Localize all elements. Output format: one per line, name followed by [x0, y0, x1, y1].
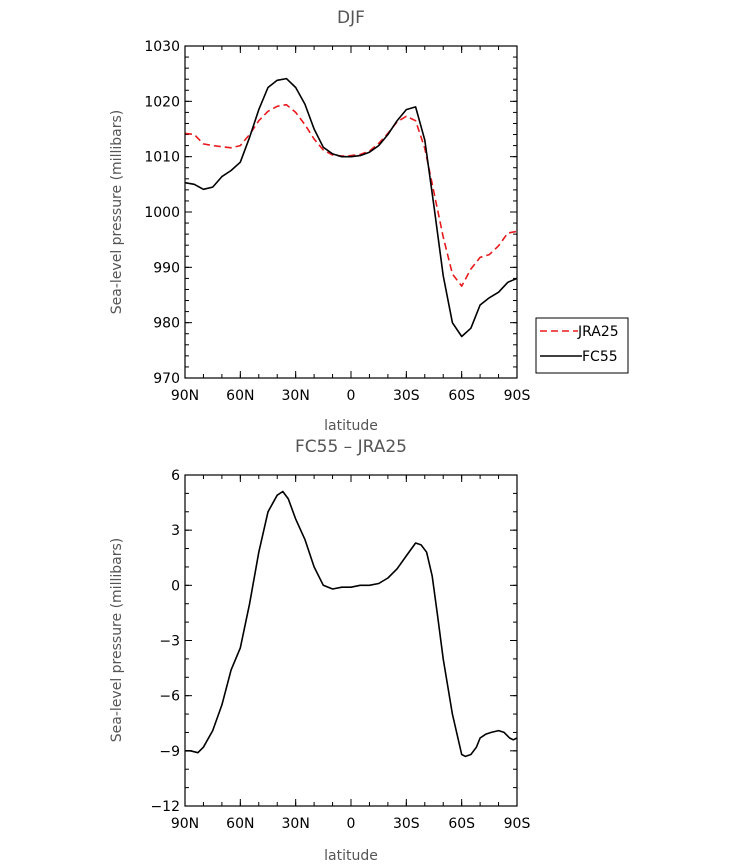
- y-tick-label: −6: [159, 689, 180, 705]
- y-tick-label: −12: [150, 799, 180, 815]
- x-tick-label: 0: [347, 816, 356, 832]
- tick-labels: 90N 60N 30N 0 30S 60S 90S 970 980 990 1000 1010 1020…: [144, 39, 530, 404]
- y-tick-label: 0: [171, 578, 180, 594]
- x-tick-label: 60S: [448, 816, 475, 832]
- x-tick-label: 30S: [393, 388, 420, 404]
- series-layer: [185, 490, 518, 758]
- x-tick-label: 0: [347, 388, 356, 404]
- plot-frame: [184, 45, 518, 379]
- x-axis-title: latitude: [324, 848, 378, 864]
- x-tick-label: 60S: [448, 388, 475, 404]
- x-tick-label: 90N: [171, 388, 199, 404]
- x-tick-label: 90S: [504, 388, 531, 404]
- y-axis-title: Sea-level pressure (millibars): [109, 110, 125, 314]
- x-tick-label: 90S: [504, 816, 531, 832]
- ticks: [184, 45, 518, 379]
- chart-title: DJF: [337, 8, 365, 28]
- y-tick-label: 3: [171, 523, 180, 539]
- x-tick-label: 90N: [171, 816, 199, 832]
- chart-title: FC55 – JRA25: [295, 437, 407, 457]
- tick-labels: 90N 60N 30N 0 30S 60S 90S −12 −9 −6 −3 0 3 6: [150, 468, 530, 832]
- series-line-jra25: [184, 103, 518, 287]
- series-line-difference: [185, 490, 518, 758]
- y-tick-label: 1000: [144, 205, 180, 221]
- x-tick-label: 30S: [393, 816, 420, 832]
- legend: JRA25 FC55: [535, 317, 629, 374]
- x-tick-label: 30N: [282, 388, 310, 404]
- y-tick-label: 990: [153, 260, 180, 276]
- y-tick-label: 6: [171, 468, 180, 484]
- chart-top: DJF 90N 60N 30N 0 30S 60S 90S 970 980 990 1000 1010…: [109, 8, 629, 434]
- legend-label-fc55: FC55: [582, 349, 618, 365]
- legend-label-jra25: JRA25: [577, 324, 619, 340]
- y-tick-label: 1010: [144, 150, 180, 166]
- x-tick-label: 60N: [226, 388, 254, 404]
- x-axis-title: latitude: [324, 418, 378, 434]
- y-tick-label: 970: [153, 371, 180, 387]
- series-line-fc55: [184, 77, 518, 338]
- plot-frame: [184, 474, 518, 807]
- y-tick-label: −9: [159, 744, 180, 760]
- y-tick-label: 1030: [144, 39, 180, 55]
- chart-bottom: FC55 – JRA25 90N 60N 30N 0 30S 60S 90S −12 −9 −6 −…: [109, 437, 530, 864]
- x-tick-label: 60N: [226, 816, 254, 832]
- legend-box: [535, 317, 629, 374]
- series-layer: [184, 77, 518, 338]
- y-axis-title: Sea-level pressure (millibars): [109, 538, 125, 742]
- y-tick-label: −3: [159, 634, 180, 650]
- y-tick-label: 1020: [144, 94, 180, 110]
- y-tick-label: 980: [153, 316, 180, 332]
- x-tick-label: 30N: [282, 816, 310, 832]
